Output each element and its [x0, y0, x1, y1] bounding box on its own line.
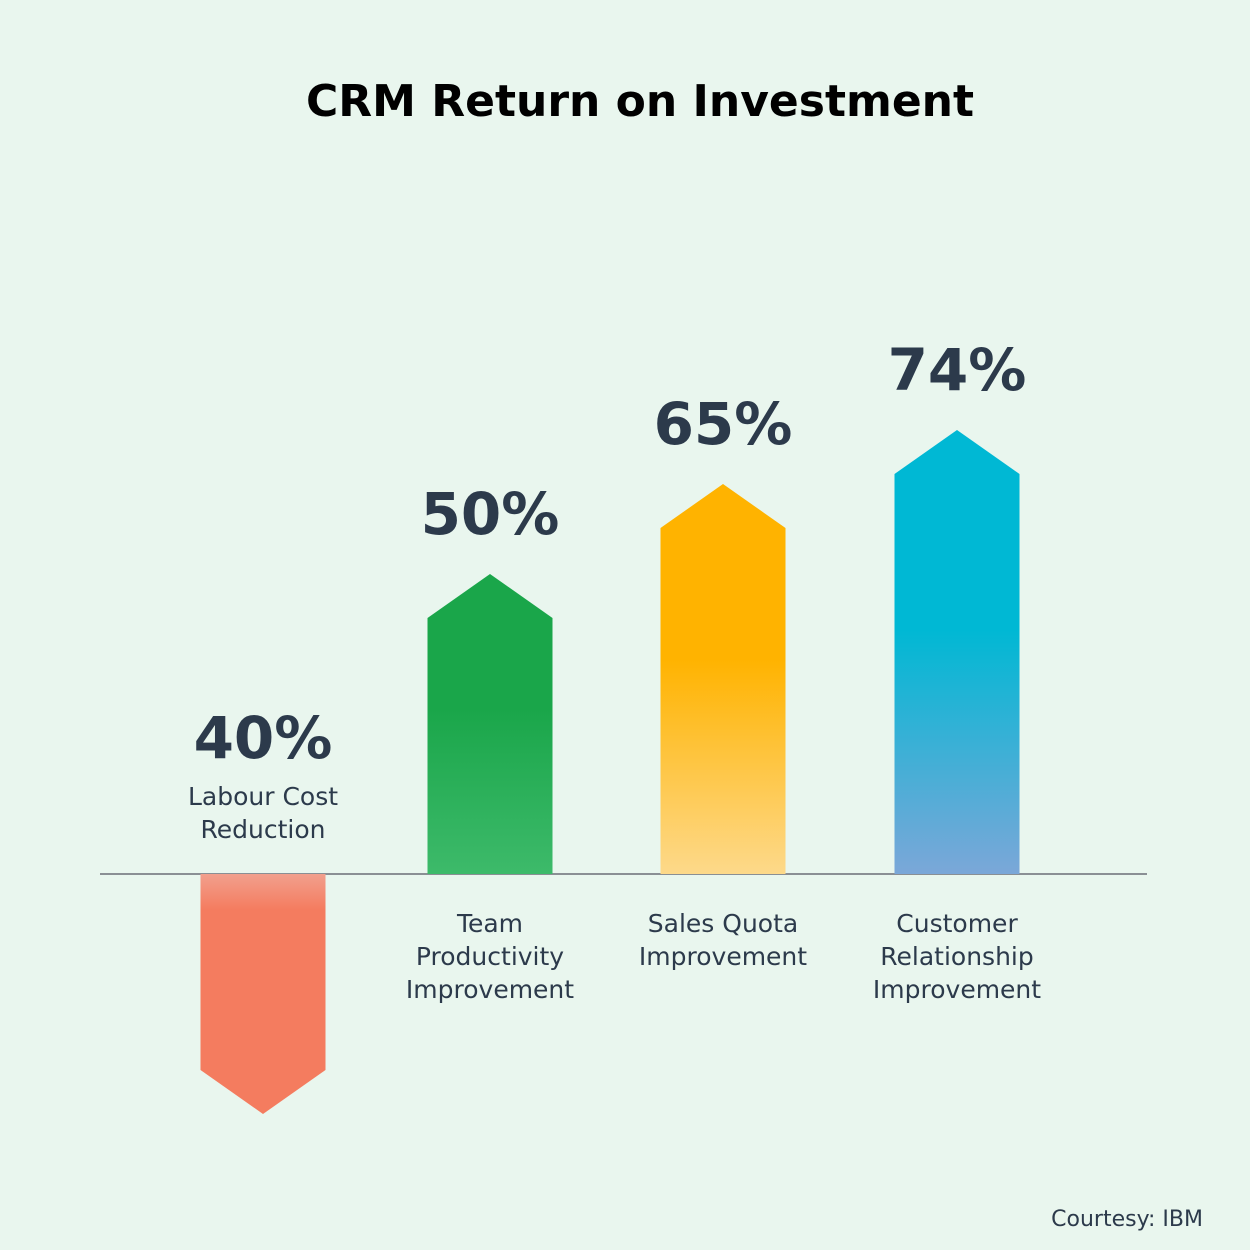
- arrow-bar: [200, 874, 326, 1114]
- chart-title: CRM Return on Investment: [306, 76, 974, 127]
- category-label: Improvement: [406, 975, 574, 1004]
- arrow-bar: [427, 574, 553, 874]
- value-label: 40%: [194, 704, 333, 772]
- value-label: 74%: [888, 336, 1027, 404]
- arrow-bar: [660, 484, 786, 874]
- category-label: Relationship: [880, 942, 1033, 971]
- source: Courtesy: IBM: [1051, 1207, 1203, 1232]
- value-label: 50%: [421, 480, 560, 548]
- category-label: Sales Quota: [648, 909, 798, 938]
- category-label: Improvement: [639, 942, 807, 971]
- category-label: Reduction: [201, 815, 326, 844]
- category-label: Team: [456, 909, 523, 938]
- category-label: Customer: [896, 909, 1018, 938]
- category-label: Productivity: [416, 942, 564, 971]
- category-label: Improvement: [873, 975, 1041, 1004]
- value-label: 65%: [654, 390, 793, 458]
- arrow-bar: [894, 430, 1020, 874]
- category-label: Labour Cost: [188, 782, 338, 811]
